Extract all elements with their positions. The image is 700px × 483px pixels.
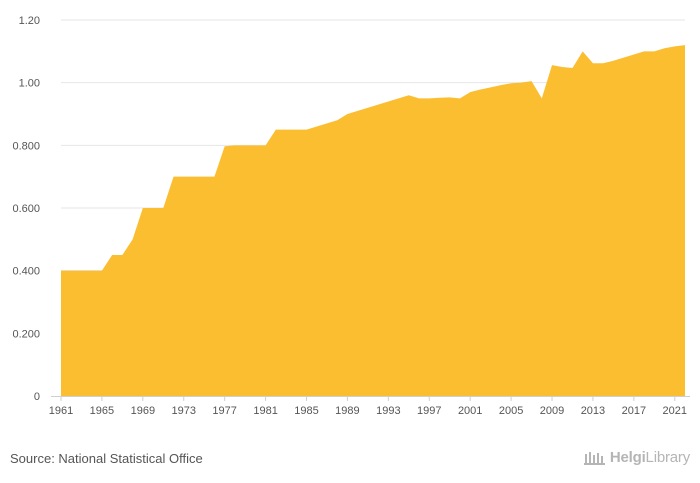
x-tick-label: 1993 (376, 405, 400, 417)
x-tick-label: 1977 (212, 405, 236, 417)
x-tick-label: 1997 (417, 405, 441, 417)
x-tick-label: 1965 (90, 405, 114, 417)
x-tick-label: 1969 (131, 405, 155, 417)
x-tick-label: 2013 (581, 405, 605, 417)
y-tick-label: 0.800 (12, 140, 40, 152)
x-tick-label: 1989 (335, 405, 359, 417)
brand-name: HelgiLibrary (609, 449, 690, 466)
x-tick-label: 2001 (458, 405, 482, 417)
y-axis-tick-labels: 0 0.200 0.400 0.600 0.800 1.00 1.20 (12, 15, 40, 403)
y-tick-label: 0.400 (12, 266, 40, 278)
x-tick-label: 1961 (49, 405, 73, 417)
library-columns-icon (583, 451, 605, 465)
source-note: Source: National Statistical Office (10, 451, 203, 466)
x-tick-label: 1985 (294, 405, 318, 417)
x-tick-label: 2005 (499, 405, 523, 417)
x-tick-label: 1981 (253, 405, 277, 417)
x-tick-label: 2021 (663, 405, 687, 417)
y-tick-label: 0.600 (12, 203, 40, 215)
y-tick-label: 1.00 (19, 78, 40, 90)
x-tick-label: 2009 (540, 405, 564, 417)
helgi-library-logo: HelgiLibrary (583, 449, 690, 466)
x-axis-tick-labels: 1961 1965 1969 1973 1977 1981 1985 1989 1993 1997… (49, 396, 687, 417)
x-tick-label: 1973 (172, 405, 196, 417)
area-series (61, 45, 685, 396)
y-tick-label: 0 (34, 391, 40, 403)
x-tick-label: 2017 (622, 405, 646, 417)
y-tick-label: 0.200 (12, 328, 40, 340)
y-tick-label: 1.20 (19, 15, 40, 27)
